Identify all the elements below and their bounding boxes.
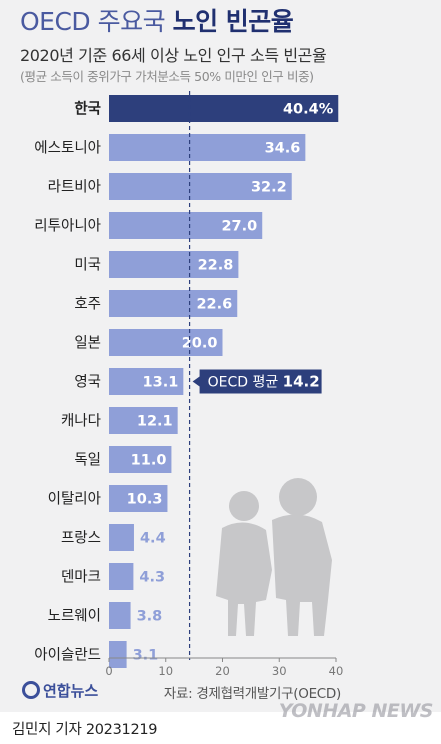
value-label: 40.4% xyxy=(283,102,334,118)
value-label: 22.8 xyxy=(198,258,234,274)
category-label: 프랑스 xyxy=(61,530,101,547)
value-label: 27.0 xyxy=(221,219,257,235)
x-tick-label: 20 xyxy=(215,664,230,678)
value-label: 32.2 xyxy=(251,180,287,196)
byline: 김민지 기자 20231219 xyxy=(12,722,158,738)
category-label: 노르웨이 xyxy=(48,608,101,625)
value-label: 13.1 xyxy=(143,375,179,391)
bar xyxy=(109,446,172,473)
elderly-couple-icon xyxy=(216,478,332,636)
category-label: 한국 xyxy=(74,101,101,118)
value-label: 4.4 xyxy=(140,531,166,547)
category-label: 덴마크 xyxy=(61,569,101,586)
value-label: 10.3 xyxy=(127,492,163,508)
bar xyxy=(109,368,184,395)
chart-note: (평균 소득이 중위가구 가처분소득 50% 미만인 인구 비중) xyxy=(20,69,314,84)
value-label: 3.8 xyxy=(137,609,163,625)
x-tick-label: 30 xyxy=(272,664,287,678)
value-label: 34.6 xyxy=(265,141,301,157)
bar xyxy=(109,251,239,278)
value-label: 12.1 xyxy=(137,414,173,430)
bar xyxy=(109,485,168,512)
yonhap-logo-text: 연합뉴스 xyxy=(43,682,99,700)
bar xyxy=(109,563,134,590)
category-label: 캐나다 xyxy=(61,413,101,430)
bar xyxy=(109,173,292,200)
category-label: 리투아니아 xyxy=(34,218,101,235)
value-label: 3.1 xyxy=(133,648,159,664)
value-label: 4.3 xyxy=(139,570,165,586)
bar xyxy=(109,134,306,161)
value-label: 22.6 xyxy=(196,297,232,313)
oecd-average-label: OECD 평균 14.2 xyxy=(208,373,320,391)
category-label: 미국 xyxy=(74,257,101,274)
x-tick-label: 10 xyxy=(158,664,173,678)
chart-subtitle: 2020년 기준 66세 이상 노인 인구 소득 빈곤율 xyxy=(20,46,327,65)
chart-title: OECD 주요국 노인 빈곤율 xyxy=(20,2,294,38)
category-label: 독일 xyxy=(74,452,101,469)
title-part-2: 노인 빈곤율 xyxy=(172,7,294,36)
category-label: 아이슬란드 xyxy=(34,647,101,664)
category-label: 라트비아 xyxy=(48,179,101,196)
source-note: 자료: 경제협력개발기구(OECD) xyxy=(163,686,341,702)
value-label: 11.0 xyxy=(131,453,167,469)
bar xyxy=(109,212,263,239)
title-part-1: OECD 주요국 xyxy=(20,7,166,36)
bar xyxy=(109,524,134,551)
category-label: 이탈리아 xyxy=(48,491,101,508)
x-tick-label: 0 xyxy=(105,664,112,678)
yonhap-news-watermark: YONHAP NEWS xyxy=(278,700,434,722)
category-label: 영국 xyxy=(74,374,101,391)
category-label: 에스토니아 xyxy=(34,140,101,157)
bar xyxy=(109,290,238,317)
yonhap-logo-mark-icon xyxy=(22,681,40,699)
bar xyxy=(109,95,339,122)
bar xyxy=(109,407,178,434)
yonhap-logo: 연합뉴스 xyxy=(22,680,98,701)
bar xyxy=(109,602,131,629)
oecd-average-callout xyxy=(192,369,322,394)
value-label: 20.0 xyxy=(182,336,218,352)
category-label: 일본 xyxy=(74,335,101,352)
category-label: 호주 xyxy=(74,297,101,313)
bar xyxy=(109,641,127,668)
x-tick-label: 40 xyxy=(329,664,344,678)
bar xyxy=(109,329,223,356)
